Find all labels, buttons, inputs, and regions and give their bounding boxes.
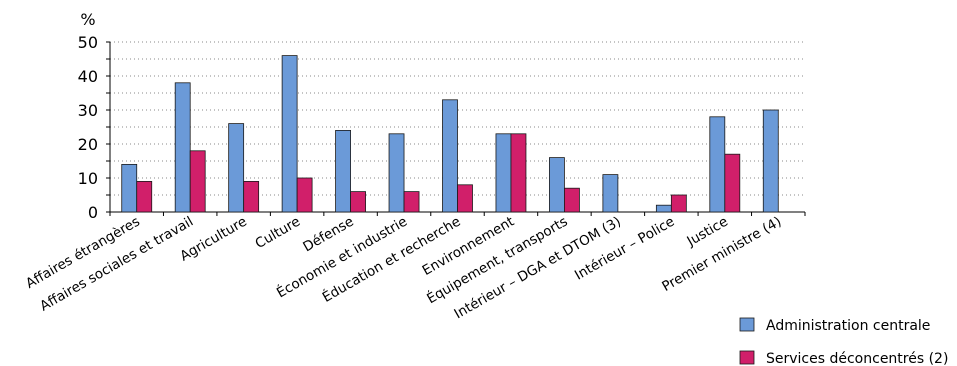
y-tick-label: 40 — [78, 67, 98, 86]
bar-services-deconcentres — [457, 184, 473, 213]
bar-services-deconcentres — [724, 153, 741, 213]
bar-administration-centrale — [121, 163, 138, 213]
bar-services-deconcentres — [243, 180, 260, 213]
legend-label: Services déconcentrés (2) — [766, 351, 948, 366]
bar-services-deconcentres — [296, 177, 313, 213]
bar-administration-centrale — [762, 109, 779, 213]
legend: Administration centrale Services déconcen… — [739, 317, 948, 366]
legend-swatch — [739, 350, 755, 365]
bar-administration-centrale — [602, 174, 619, 213]
bar-administration-centrale — [174, 82, 191, 213]
bar-administration-centrale — [442, 99, 458, 213]
bar-administration-centrale — [335, 129, 351, 213]
bars — [121, 55, 779, 213]
y-tick-label: 0 — [88, 203, 98, 222]
y-tick-label: 30 — [78, 101, 98, 120]
bar-administration-centrale — [388, 133, 405, 213]
bar-services-deconcentres — [510, 133, 527, 213]
y-axis-label: % — [80, 10, 95, 29]
bar-administration-centrale — [709, 116, 726, 213]
bar-administration-centrale — [495, 133, 512, 213]
legend-swatch — [739, 317, 755, 332]
bar-administration-centrale — [549, 157, 565, 213]
category-label: Intérieur – Police — [572, 214, 677, 284]
bar-administration-centrale — [228, 123, 245, 213]
bar-services-deconcentres — [670, 194, 687, 213]
bar-services-deconcentres — [189, 150, 206, 213]
y-tick-label: 50 — [78, 33, 98, 52]
legend-label: Administration centrale — [766, 318, 930, 334]
category-label: Culture — [253, 214, 304, 252]
y-tick-labels: 0 10 20 30 40 50 — [78, 33, 98, 222]
y-tick-label: 20 — [78, 135, 98, 154]
bar-administration-centrale — [655, 204, 672, 213]
bar-services-deconcentres — [350, 191, 366, 213]
y-tick-label: 10 — [78, 169, 98, 188]
bar-services-deconcentres — [403, 191, 420, 213]
bar-administration-centrale — [281, 55, 298, 213]
bar-services-deconcentres — [564, 187, 580, 213]
bar-services-deconcentres — [136, 180, 153, 213]
